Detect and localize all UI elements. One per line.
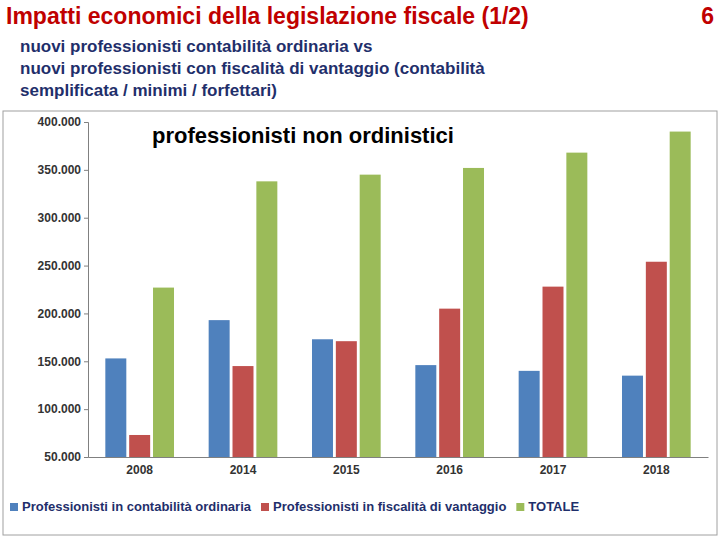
bar [622, 376, 643, 457]
y-tick-label: 400.000 [38, 115, 82, 129]
x-tick-label: 2014 [230, 463, 257, 477]
bars [105, 132, 690, 457]
bar [463, 168, 484, 457]
chart-svg: Impatti economici della legislazione fis… [0, 0, 720, 540]
y-tick-mark [84, 361, 88, 362]
subtitle-line: semplificata / minimi / forfettari) [20, 81, 277, 100]
bar [105, 358, 126, 457]
y-axis: 50.000 100.000 150.000 200.000 250.000 300.00… [38, 115, 89, 464]
y-tick-mark [84, 409, 88, 410]
y-tick: 350.000 [38, 163, 88, 177]
y-tick-label: 50.000 [44, 450, 81, 464]
bar [129, 435, 150, 457]
bar [256, 181, 277, 457]
bar [566, 153, 587, 457]
y-tick-label: 100.000 [38, 402, 82, 416]
chart-frame [3, 111, 717, 535]
subtitle-line: nuovi professionisti contabilità ordinar… [20, 37, 372, 56]
page-number: 6 [701, 3, 714, 29]
y-tick: 100.000 [38, 402, 88, 416]
x-tick-label: 2018 [643, 463, 670, 477]
legend-swatch [261, 503, 269, 511]
legend-label: Professionisti in contabilità ordinaria [22, 499, 252, 514]
bar [670, 132, 691, 457]
y-tick-label: 200.000 [38, 307, 82, 321]
legend-label: Professionisti in fiscalità di vantaggio [273, 499, 506, 514]
x-tick-label: 2015 [333, 463, 360, 477]
bar [519, 371, 540, 457]
legend-swatch [10, 503, 18, 511]
x-tick-label: 2008 [126, 463, 153, 477]
bar [233, 366, 254, 457]
y-tick-mark [84, 313, 88, 314]
y-tick: 250.000 [38, 259, 88, 273]
y-tick-label: 300.000 [38, 211, 82, 225]
bar [336, 341, 357, 457]
y-tick-mark [84, 122, 88, 123]
y-tick: 50.000 [44, 450, 88, 464]
subtitle-line: nuovi professionisti con fiscalità di va… [20, 59, 485, 78]
y-axis-line [84, 123, 89, 458]
bar [439, 309, 460, 457]
bar [153, 288, 174, 457]
legend: Professionisti in contabilità ordinaria P… [10, 499, 579, 514]
y-tick: 200.000 [38, 307, 88, 321]
bar [312, 339, 333, 457]
x-tick-label: 2017 [540, 463, 567, 477]
y-tick-mark [84, 218, 88, 219]
x-tick: 2014 [230, 457, 257, 477]
bar [543, 287, 564, 457]
legend-swatch [516, 503, 524, 511]
y-tick: 400.000 [38, 115, 88, 129]
bar [360, 175, 381, 457]
x-tick: 2015 [333, 457, 360, 477]
legend-item: Professionisti in contabilità ordinaria [10, 499, 252, 514]
x-tick: 2017 [540, 457, 567, 477]
y-tick-label: 350.000 [38, 163, 82, 177]
y-tick-label: 250.000 [38, 259, 82, 273]
x-axis-line [89, 457, 709, 458]
x-tick: 2016 [436, 457, 463, 477]
x-tick-label: 2016 [436, 463, 463, 477]
chart-title: professionisti non ordinistici [152, 123, 454, 148]
y-tick: 150.000 [38, 355, 88, 369]
legend-item: TOTALE [516, 499, 579, 514]
x-axis: 2008 2014 2015 2016 2017 2018 [89, 457, 709, 477]
legend-item: Professionisti in fiscalità di vantaggio [261, 499, 506, 514]
slide-title: Impatti economici della legislazione fis… [6, 3, 529, 29]
y-tick-mark [84, 170, 88, 171]
x-tick: 2008 [126, 457, 153, 477]
y-tick: 300.000 [38, 211, 88, 225]
bar [415, 365, 436, 457]
bar [209, 320, 230, 457]
legend-label: TOTALE [528, 499, 579, 514]
y-tick-mark [84, 266, 88, 267]
y-tick-mark [84, 457, 88, 458]
y-tick-label: 150.000 [38, 355, 82, 369]
x-tick: 2018 [643, 457, 670, 477]
bar [646, 262, 667, 457]
